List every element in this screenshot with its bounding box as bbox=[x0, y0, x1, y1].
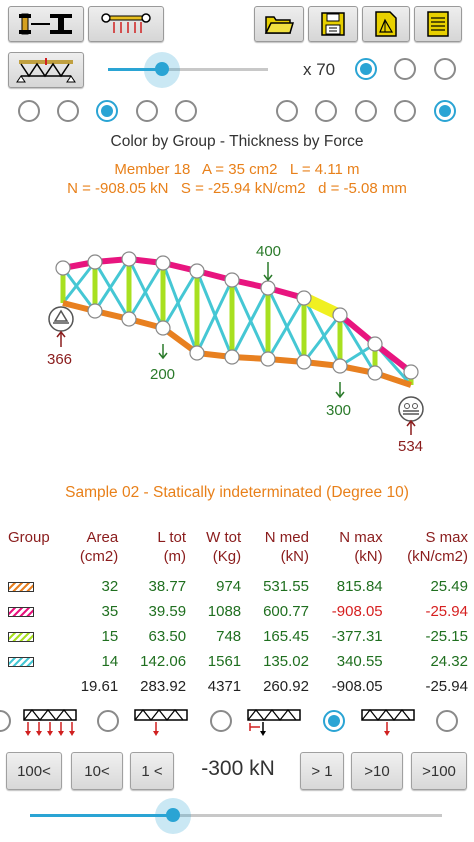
scale-option-3[interactable] bbox=[434, 58, 456, 80]
col-area: Area (cm2) bbox=[79, 529, 119, 565]
load-label-top: 400 bbox=[256, 243, 282, 260]
table-row[interactable]: 32 38.77 974 531.55 815.84 25.49 bbox=[0, 574, 474, 599]
table-row[interactable]: 35 39.59 1088 600.77 -908.05 -25.94 bbox=[0, 599, 474, 624]
results-table: Group Area (cm2) L tot (m) W tot (Kg) N med… bbox=[0, 528, 474, 699]
load-distribution-icon bbox=[101, 13, 151, 33]
increase-100-button[interactable]: >100 bbox=[411, 752, 467, 790]
view-option-right-5[interactable] bbox=[434, 100, 456, 122]
export-drawing-icon bbox=[375, 11, 397, 37]
single-load-icon bbox=[361, 709, 415, 736]
beam-section-icon bbox=[19, 13, 72, 35]
col-group: Group bbox=[8, 529, 50, 546]
decrease-10-button[interactable]: 10< bbox=[71, 752, 123, 790]
col-wtot: W tot (Kg) bbox=[206, 529, 242, 565]
scale-option-2[interactable] bbox=[394, 58, 416, 80]
color-mode-label: Color by Group - Thickness by Force bbox=[110, 133, 364, 150]
loads-button[interactable] bbox=[88, 6, 164, 42]
group-swatch-orange bbox=[8, 581, 34, 592]
view-option-left-2[interactable] bbox=[57, 100, 79, 122]
view-option-left-3[interactable] bbox=[96, 100, 118, 122]
member-info-line2: N = -908.05 kN S = -25.94 kN/cm2 d = -5.… bbox=[67, 180, 407, 197]
center-load-icon bbox=[134, 709, 188, 736]
group-swatch-lime bbox=[8, 631, 34, 642]
increase-1-button[interactable]: > 1 bbox=[300, 752, 344, 790]
increase-10-button[interactable]: >10 bbox=[351, 752, 403, 790]
report-notes-icon bbox=[427, 11, 449, 37]
table-row[interactable]: 14 142.06 1561 135.02 340.55 24.32 bbox=[0, 649, 474, 674]
open-button[interactable] bbox=[254, 6, 304, 42]
decrease-100-button[interactable]: 100< bbox=[6, 752, 62, 790]
supports-button[interactable] bbox=[8, 52, 84, 88]
view-option-right-2[interactable] bbox=[315, 100, 337, 122]
load-label-mid-left: 200 bbox=[150, 366, 176, 383]
view-option-left-1[interactable] bbox=[18, 100, 40, 122]
col-nmax: N max (kN) bbox=[339, 529, 383, 565]
distributed-load-icon bbox=[23, 709, 77, 736]
col-ltot: L tot (m) bbox=[157, 529, 187, 565]
load-value: -300 kN bbox=[201, 757, 275, 780]
col-smax: S max (kN/cm2) bbox=[407, 529, 468, 565]
group-swatch-magenta bbox=[8, 606, 34, 617]
load-mode-radio-2[interactable] bbox=[210, 710, 232, 732]
decrease-1-button[interactable]: 1 < bbox=[130, 752, 174, 790]
open-folder-icon bbox=[264, 16, 294, 34]
scale-option-1[interactable] bbox=[355, 58, 377, 80]
view-option-right-4[interactable] bbox=[394, 100, 416, 122]
view-option-left-5[interactable] bbox=[175, 100, 197, 122]
export-button[interactable] bbox=[362, 6, 410, 42]
truss-support-icon bbox=[16, 58, 76, 83]
group-swatch-cyan bbox=[8, 656, 34, 667]
save-disk-icon bbox=[321, 12, 345, 36]
reaction-label-left: 366 bbox=[47, 351, 73, 368]
table-row[interactable]: 15 63.50 748 165.45 -377.31 -25.15 bbox=[0, 624, 474, 649]
load-mode-radio-1[interactable] bbox=[97, 710, 119, 732]
section-properties-button[interactable] bbox=[8, 6, 84, 42]
load-label-mid-right: 300 bbox=[326, 402, 352, 419]
member-info-line1: Member 18 A = 35 cm2 L = 4.11 m bbox=[114, 161, 360, 178]
table-totals-row: 19.61 283.92 4371 260.92 -908.05 -25.94 bbox=[80, 678, 468, 695]
load-mode-radio-3[interactable] bbox=[323, 710, 345, 732]
col-nmed: N med (kN) bbox=[264, 529, 309, 565]
load-mode-radio-0[interactable] bbox=[0, 710, 11, 732]
report-button[interactable] bbox=[414, 6, 462, 42]
view-option-right-1[interactable] bbox=[276, 100, 298, 122]
truss-diagram[interactable] bbox=[0, 230, 474, 460]
moving-load-icon bbox=[247, 709, 301, 736]
save-button[interactable] bbox=[308, 6, 358, 42]
load-slider[interactable] bbox=[26, 798, 446, 834]
reaction-label-right: 534 bbox=[398, 438, 424, 455]
scale-slider[interactable] bbox=[104, 52, 270, 88]
view-option-right-3[interactable] bbox=[355, 100, 377, 122]
load-mode-radio-4[interactable] bbox=[436, 710, 458, 732]
table-header-row: Group Area (cm2) L tot (m) W tot (Kg) N med… bbox=[0, 528, 474, 566]
scale-label: x 70 bbox=[303, 60, 336, 79]
view-option-left-4[interactable] bbox=[136, 100, 158, 122]
sample-title: Sample 02 - Statically indeterminated (D… bbox=[65, 484, 409, 501]
